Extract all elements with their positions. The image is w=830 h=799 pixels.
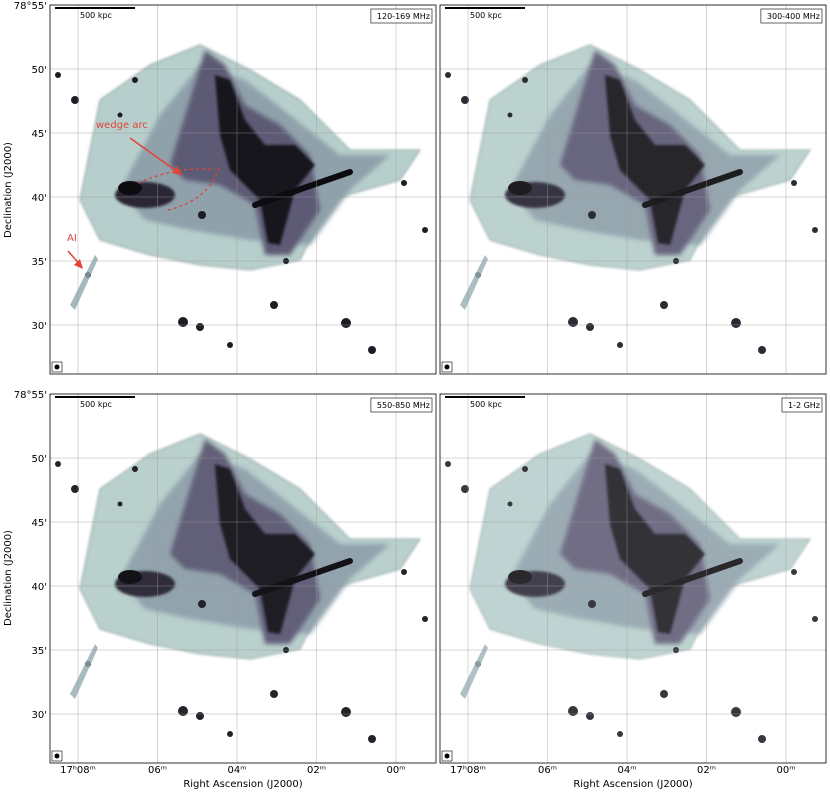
y-tick-label: 50'	[32, 454, 47, 465]
scale-bar-label: 500 kpc	[470, 400, 502, 409]
x-tick-label: 06ᵐ	[538, 765, 557, 776]
x-tick-label: 00ᵐ	[777, 765, 796, 776]
x-tick-label: 04ᵐ	[618, 765, 637, 776]
scale-bar-label: 500 kpc	[80, 400, 112, 409]
annotation: AI	[67, 233, 77, 244]
band-label: 300-400 MHz	[767, 12, 820, 21]
band-label-box	[370, 397, 433, 413]
panel: 500 kpc 550-850 MHz	[49, 393, 437, 764]
beam	[54, 364, 60, 370]
band-label: 1-2 GHz	[788, 401, 820, 410]
band-label-box	[370, 8, 433, 24]
y-tick-label: 30'	[32, 321, 47, 332]
y-tick-label: 45'	[32, 129, 47, 140]
annotation-arrow	[129, 137, 183, 176]
y-tick-label: 35'	[32, 257, 47, 268]
panel: 500 kpc 120-169 MHz wedge arc AI	[49, 4, 437, 375]
annotation-arrowhead	[74, 259, 83, 269]
annotation: wedge arc	[96, 120, 148, 131]
frame	[439, 393, 827, 764]
y-tick-label: 78°55'	[14, 390, 47, 401]
y-tick-label: 35'	[32, 646, 47, 657]
x-tick-label: 04ᵐ	[228, 765, 247, 776]
image	[50, 394, 436, 763]
x-tick-label: 06ᵐ	[148, 765, 167, 776]
beam	[444, 364, 450, 370]
x-tick-label: 02ᵐ	[697, 765, 716, 776]
frame	[439, 4, 827, 375]
image	[440, 394, 826, 763]
beam	[54, 753, 60, 759]
band-label: 550-850 MHz	[377, 401, 430, 410]
panel: 500 kpc 300-400 MHz	[439, 4, 827, 375]
y-axis-label: Declination (J2000)	[3, 142, 14, 238]
x-tick-label: 00ᵐ	[387, 765, 406, 776]
wedge-arc	[137, 164, 221, 211]
y-tick-label: 30'	[32, 710, 47, 721]
x-tick-label: 17ʰ08ᵐ	[450, 765, 486, 776]
annotation-arrowhead	[172, 166, 182, 175]
scale-bar-label: 500 kpc	[470, 11, 502, 20]
beam	[444, 753, 450, 759]
image	[50, 5, 436, 374]
frame	[49, 4, 437, 375]
y-tick-label: 50'	[32, 65, 47, 76]
frame	[49, 393, 437, 764]
y-axis-label: Declination (J2000)	[3, 530, 14, 626]
band-label-box	[781, 397, 823, 413]
scale-bar-label: 500 kpc	[80, 11, 112, 20]
panel: 500 kpc 1-2 GHz	[439, 393, 827, 764]
y-tick-label: 78°55'	[14, 1, 47, 12]
y-tick-label: 45'	[32, 518, 47, 529]
x-tick-label: 17ʰ08ᵐ	[60, 765, 96, 776]
band-label: 120-169 MHz	[377, 12, 430, 21]
x-axis-label: Right Ascension (J2000)	[183, 779, 302, 790]
y-tick-label: 40'	[32, 193, 47, 204]
y-tick-label: 40'	[32, 582, 47, 593]
x-axis-label: Right Ascension (J2000)	[573, 779, 692, 790]
x-tick-label: 02ᵐ	[307, 765, 326, 776]
band-label-box	[760, 8, 823, 24]
image	[440, 5, 826, 374]
